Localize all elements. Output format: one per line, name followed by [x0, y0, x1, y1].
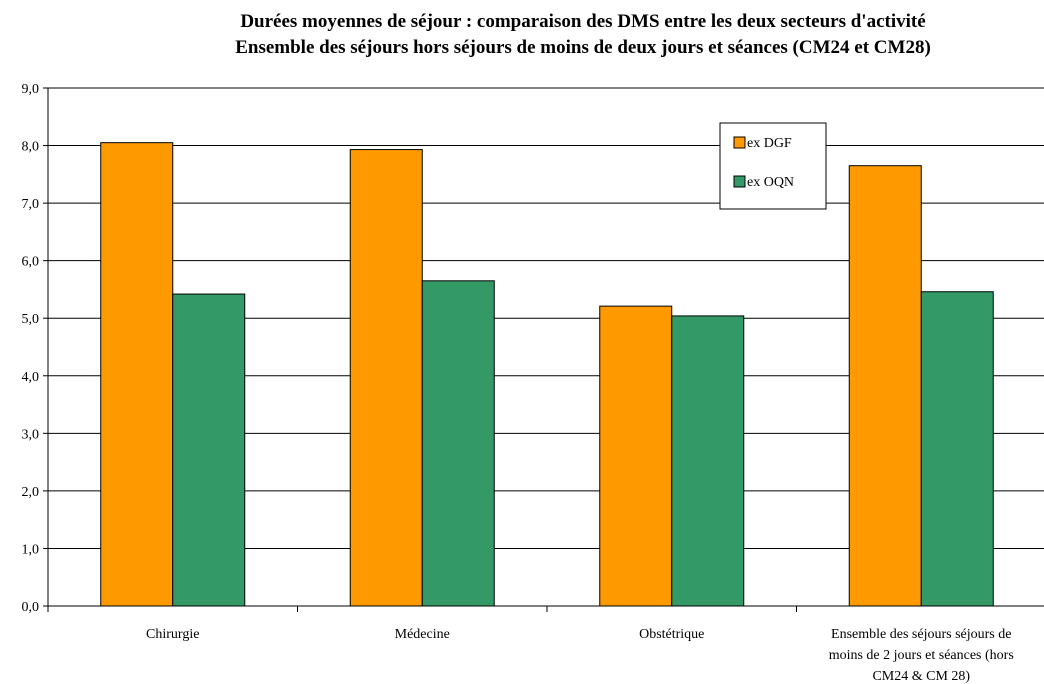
y-tick-label: 6,0	[22, 255, 40, 270]
bars	[100, 142, 994, 607]
bar-ex-dgf-2	[599, 305, 673, 607]
category-label: Médecine	[395, 627, 450, 642]
y-tick-label: 7,0	[22, 197, 40, 212]
bar-ex-oqn-3	[920, 291, 994, 607]
y-tick-labels: 0,0 1,0 2,0 3,0 4,0 5,0 6,0 7,0 8,0 9,0	[22, 82, 40, 615]
y-tick-label: 2,0	[22, 485, 40, 500]
bar-ex-dgf-1	[349, 149, 423, 607]
legend-swatch	[733, 175, 746, 188]
y-tick-label: 5,0	[22, 312, 40, 327]
legend-label: ex DGF	[747, 136, 792, 151]
category-labels: Chirurgie Médecine Obstétrique Ensemble des…	[146, 627, 1014, 684]
bar-ex-dgf-3	[848, 165, 922, 607]
legend-label: ex OQN	[747, 175, 794, 190]
bar-ex-oqn-2	[671, 315, 745, 607]
y-tick-label: 1,0	[22, 542, 40, 557]
bar-ex-dgf-0	[100, 142, 174, 607]
chart-title: Durées moyennes de séjour : comparaison …	[235, 11, 931, 58]
legend: ex DGF ex OQN	[719, 122, 827, 210]
y-tick-label: 4,0	[22, 370, 40, 385]
chart-title-line-2: Ensemble des séjours hors séjours de moi…	[235, 37, 931, 58]
y-tick-label: 9,0	[22, 82, 40, 97]
y-tick-label: 0,0	[22, 600, 40, 615]
bar-ex-oqn-0	[172, 293, 246, 607]
category-label: Chirurgie	[146, 627, 199, 642]
category-label: Obstétrique	[639, 627, 704, 642]
y-tick-label: 8,0	[22, 140, 40, 155]
category-label: Ensemble des séjours séjours de moins de …	[829, 627, 1014, 684]
bar-ex-oqn-1	[421, 280, 495, 607]
chart-title-line-1: Durées moyennes de séjour : comparaison …	[240, 11, 925, 32]
legend-swatch	[733, 136, 746, 149]
y-tick-label: 3,0	[22, 427, 40, 442]
